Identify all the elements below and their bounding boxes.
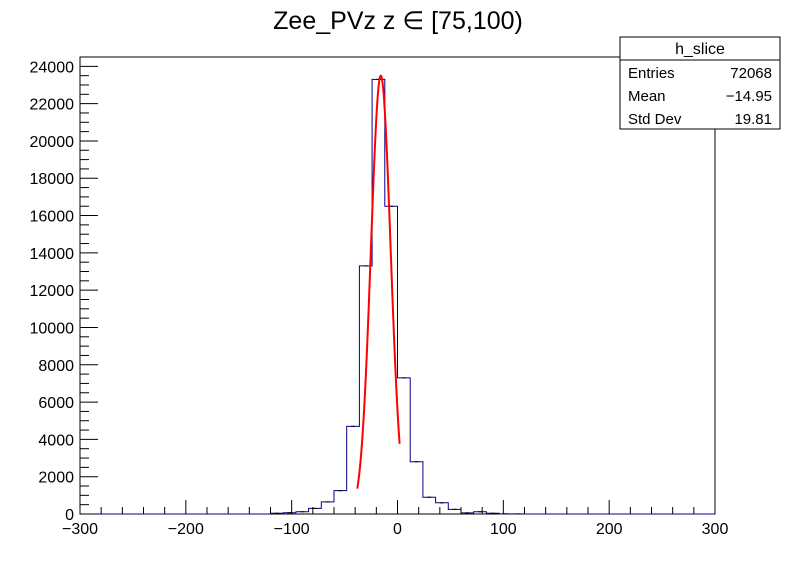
histogram-bin (334, 491, 347, 514)
histogram-bin (309, 508, 322, 514)
y-tick-label: 8000 (38, 358, 74, 375)
stats-box-name: h_slice (675, 41, 725, 58)
chart-title: Zee_PVz z ∈ [75,100) (273, 7, 523, 35)
histogram-bin (347, 426, 360, 514)
stats-stddev-value: 19.81 (734, 111, 772, 128)
fit-curve-layer (356, 74, 401, 489)
y-tick-label: 24000 (30, 59, 75, 76)
stats-stddev-label: Std Dev (628, 111, 682, 128)
y-tick-label: 0 (65, 507, 74, 524)
histogram-layer (80, 78, 715, 515)
histogram-bin (423, 497, 436, 514)
stats-box-frame (619, 36, 781, 130)
x-tick-label: 100 (490, 521, 517, 538)
stats-entries-label: Entries (628, 65, 675, 82)
stats-mean-label: Mean (628, 88, 666, 105)
y-tick-label: 12000 (30, 283, 75, 300)
y-tick-label: 18000 (30, 171, 75, 188)
y-tick-label: 22000 (30, 97, 75, 114)
x-tick-label: −100 (274, 521, 310, 538)
histogram-bin (398, 378, 411, 514)
stats-box: h_slice Entries 72068 Mean −14.95 Std De… (619, 36, 781, 130)
histogram-bin (436, 503, 449, 514)
x-tick-label: −200 (168, 521, 204, 538)
y-tick-label: 14000 (30, 246, 75, 263)
y-tick-label: 16000 (30, 209, 75, 226)
histogram-bin (410, 462, 423, 514)
histogram-outline (80, 78, 715, 515)
histogram-bin (372, 79, 385, 514)
x-tick-label: 200 (596, 521, 623, 538)
y-tick-label: 2000 (38, 470, 74, 487)
x-tick-label: 300 (702, 521, 729, 538)
stats-mean-value: −14.95 (726, 88, 772, 105)
gaussian-fit-curve (356, 74, 401, 489)
axes-layer: −300 −200 −100 0 100 200 300 0 2000 4000 6000 8000 1… (30, 56, 729, 538)
histogram-bin (448, 509, 461, 514)
stats-entries-value: 72068 (730, 65, 772, 82)
y-tick-label: 6000 (38, 395, 74, 412)
histogram-bin (321, 502, 334, 514)
y-tick-label: 10000 (30, 320, 75, 337)
y-tick-label: 20000 (30, 134, 75, 151)
y-tick-label: 4000 (38, 432, 74, 449)
x-tick-label: 0 (393, 521, 402, 538)
x-tick-label: −300 (62, 521, 98, 538)
